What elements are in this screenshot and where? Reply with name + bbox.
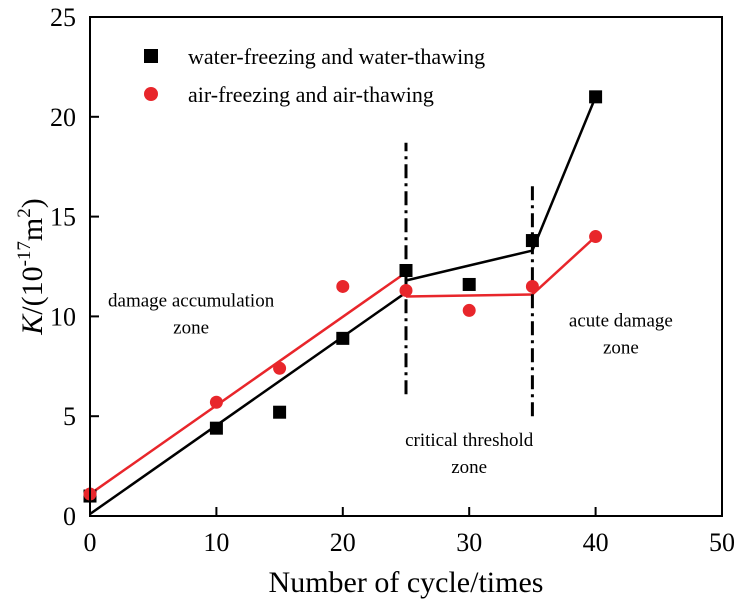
data-point-air <box>336 279 350 293</box>
y-axis-unit: m <box>16 218 49 241</box>
data-point-water <box>209 421 223 435</box>
fit-line-segment <box>89 271 407 496</box>
data-point-air <box>462 303 476 317</box>
legend-label-air: air-freezing and air-thawing <box>188 82 434 107</box>
legend-marker-air <box>144 87 158 101</box>
data-point-air <box>589 230 603 244</box>
annotation-acute-damage: acute damage zone <box>569 310 673 358</box>
data-point-air <box>525 279 539 293</box>
y-tick-label: 5 <box>63 402 76 431</box>
fit-line-segment <box>89 291 407 516</box>
y-axis-exponent: -17 <box>14 241 35 266</box>
plot-frame <box>89 16 723 517</box>
data-point-water <box>336 331 350 345</box>
x-tick-label: 50 <box>709 528 735 557</box>
y-tick-label: 20 <box>50 103 76 132</box>
y-axis-title: K/(10-17m2) <box>14 198 49 336</box>
y-tick-label: 10 <box>50 302 76 331</box>
x-tick-label: 30 <box>456 528 482 557</box>
annotation-damage-accumulation: damage accumulation zone <box>108 290 275 338</box>
x-axis-title: Number of cycle/times <box>269 566 544 599</box>
annotation-line: acute damage <box>569 310 673 331</box>
fit-line-segment <box>531 235 597 296</box>
data-point-air <box>209 395 223 409</box>
y-tick-label: 25 <box>50 3 76 32</box>
fit-line-segment <box>405 293 533 298</box>
fit-line-segment <box>531 96 597 252</box>
data-point-water <box>462 277 476 291</box>
x-tick-label: 10 <box>203 528 229 557</box>
legend-label-water: water-freezing and water-thawing <box>188 44 485 69</box>
data-point-water <box>589 90 603 104</box>
y-axis-suffix: ) <box>16 198 49 208</box>
y-axis-symbol: K <box>16 313 49 336</box>
x-tick-label: 0 <box>84 528 97 557</box>
annotation-line: critical threshold <box>405 430 534 451</box>
x-tick-label: 20 <box>330 528 356 557</box>
legend-marker-water <box>144 49 158 63</box>
data-point-air <box>273 361 287 375</box>
y-axis-prefix: /(10 <box>16 266 49 314</box>
x-tick-label: 40 <box>583 528 609 557</box>
fit-lines <box>89 96 597 516</box>
data-point-water <box>525 234 539 248</box>
legend: water-freezing and water-thawing air-fre… <box>144 44 485 107</box>
data-points <box>83 90 603 503</box>
data-point-air <box>399 283 413 297</box>
y-axis-unit-exponent: 2 <box>14 208 35 218</box>
annotation-line: damage accumulation <box>108 290 275 311</box>
y-tick-label: 0 <box>63 502 76 531</box>
threshold-lines <box>404 142 534 417</box>
annotation-line: zone <box>451 457 487 478</box>
data-point-water <box>273 405 287 419</box>
annotation-line: zone <box>173 317 209 338</box>
y-tick-label: 15 <box>50 203 76 232</box>
data-point-water <box>399 263 413 277</box>
annotation-line: zone <box>603 337 639 358</box>
annotation-critical-threshold: critical threshold zone <box>405 430 534 478</box>
fit-line-segment <box>405 249 533 282</box>
axis-ticks: 0 10 20 30 40 50 0 5 10 15 20 25 <box>50 3 735 557</box>
